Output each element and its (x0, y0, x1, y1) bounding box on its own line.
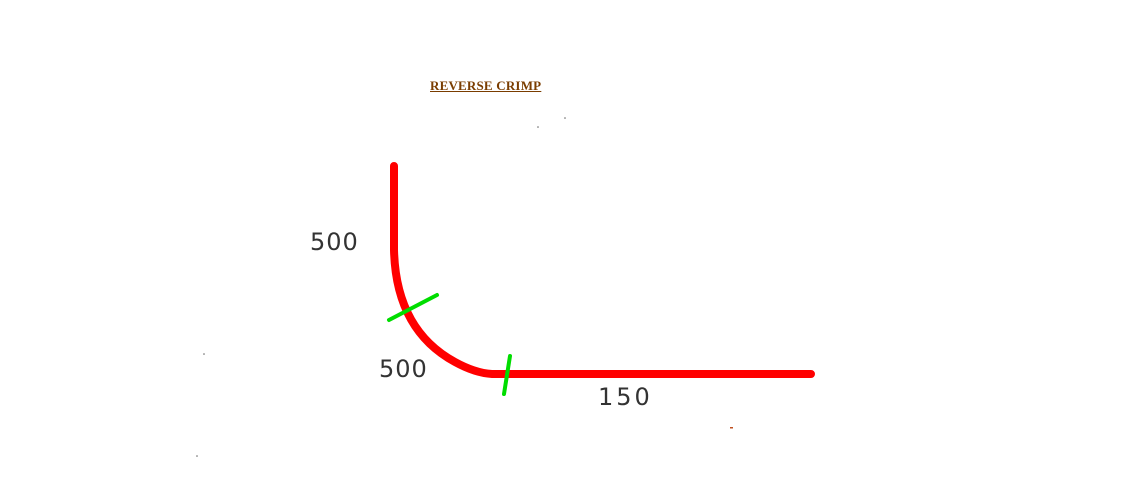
drawing-title: REVERSE CRIMP (430, 78, 542, 93)
dimension-horizontal-leg: 150 (598, 383, 653, 411)
speck (537, 126, 539, 128)
dimension-vertical-leg: 500 (310, 228, 359, 256)
speck (730, 427, 733, 429)
dimension-bend-radius: 500 (379, 355, 428, 383)
profile-path (390, 162, 815, 378)
speck (203, 353, 205, 355)
tangent-mark-lower (502, 354, 512, 396)
speck (564, 117, 566, 119)
tangent-mark-upper (387, 293, 439, 322)
speck (196, 455, 198, 457)
